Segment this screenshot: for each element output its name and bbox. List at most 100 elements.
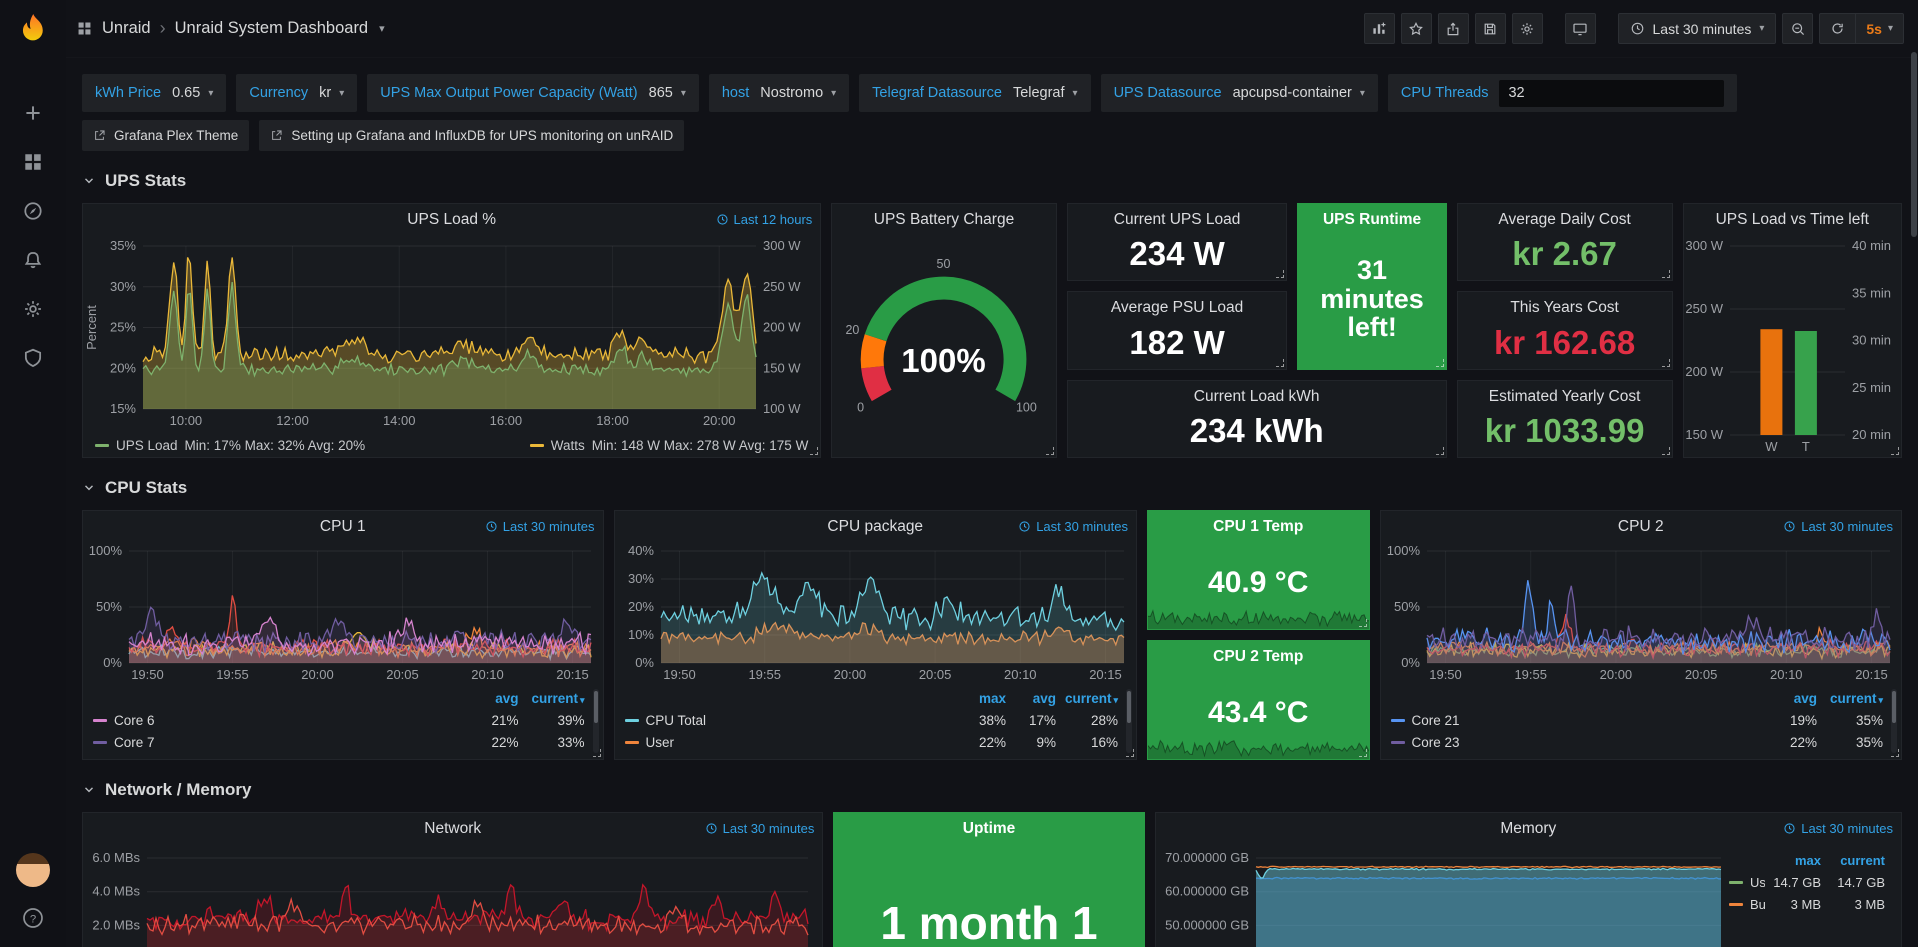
panel-time-range[interactable]: Last 30 minutes (1018, 519, 1128, 534)
panel-title[interactable]: UPS Load % (407, 211, 497, 228)
legend-scrollbar[interactable] (1891, 689, 1897, 753)
memory-chart[interactable]: 70.000000 GB 60.000000 GB 50.000000 GB (1156, 845, 1729, 947)
ups-load-chart[interactable]: 35% 30% 25% 20% 15% 300 W 250 W 200 W 150 W 100 W… (83, 236, 820, 433)
legend-header-current[interactable]: current ▾ (1064, 690, 1118, 706)
dashboards-icon[interactable] (0, 137, 66, 186)
refresh-button[interactable] (1820, 14, 1855, 43)
explore-icon[interactable] (0, 186, 66, 235)
ups-load-vs-time-chart[interactable]: 300 W 250 W 200 W 150 W 40 min 35 min 30 min 25… (1684, 236, 1901, 457)
top-navbar: Unraid › Unraid System Dashboard ▾ (66, 0, 1918, 58)
stat-title[interactable]: Estimated Yearly Cost (1488, 387, 1641, 405)
legend-header-avg[interactable]: avg (1793, 690, 1817, 706)
time-range-picker[interactable]: Last 30 minutes ▾ (1617, 13, 1777, 44)
panel-time-range[interactable]: Last 30 minutes (485, 519, 595, 534)
variable-label: UPS Datasource (1113, 85, 1222, 101)
panel-time-range[interactable]: Last 30 minutes (705, 821, 814, 836)
chevron-down-icon: ▾ (1359, 87, 1365, 99)
legend-header-current[interactable]: current ▾ (531, 690, 585, 706)
legend-series-watts[interactable]: Watts Min: 148 W Max: 278 W Avg: 175 W (529, 438, 808, 453)
legend-series[interactable]: Core 7 (93, 735, 463, 750)
cycle-view-button[interactable] (1564, 13, 1596, 44)
legend-header-avg[interactable]: avg (1032, 690, 1056, 706)
panel-title[interactable]: Network (424, 820, 482, 837)
stat-title[interactable]: CPU 2 Temp (1213, 648, 1304, 665)
stat-title[interactable]: Average Daily Cost (1498, 211, 1631, 228)
help-icon[interactable]: ? (18, 903, 48, 933)
legend-header-max[interactable]: max (1794, 852, 1821, 868)
legend-scrollbar[interactable] (1125, 689, 1132, 753)
panel-title[interactable]: UPS Load vs Time left (1715, 211, 1869, 228)
legend-series[interactable]: Core 23 (1390, 735, 1762, 750)
cpu-package-chart[interactable]: 40% 30% 20% 10% 0% 19:50 19:55 20:00 20:05 20:10 2… (615, 543, 1136, 685)
stat-title[interactable]: CPU 1 Temp (1213, 518, 1304, 535)
chevron-down-icon: ▾ (680, 87, 686, 99)
stat-title[interactable]: Current UPS Load (1113, 211, 1241, 228)
dashboard-settings-button[interactable] (1511, 13, 1543, 44)
stat-title[interactable]: This Years Cost (1510, 299, 1619, 317)
stat-title[interactable]: Uptime (962, 820, 1016, 837)
add-panel-button[interactable] (1363, 13, 1395, 44)
panel-title[interactable]: UPS Battery Charge (873, 211, 1015, 228)
link-grafana-plex-theme[interactable]: Grafana Plex Theme (82, 120, 250, 151)
svg-text:12:00: 12:00 (276, 413, 309, 428)
create-icon[interactable] (0, 88, 66, 137)
legend-series[interactable]: Buffered (1729, 897, 1765, 912)
grafana-logo[interactable] (13, 10, 53, 54)
nav-actions: Last 30 minutes ▾ 5s (1363, 13, 1904, 44)
star-button[interactable] (1400, 13, 1432, 44)
panel-time-range[interactable]: Last 30 minutes (1783, 821, 1893, 836)
link-ups-monitoring-guide[interactable]: Setting up Grafana and InfluxDB for UPS … (259, 120, 685, 151)
legend-row: Buffered 3 MB 3 MB (1729, 893, 1885, 915)
variable-ups-max-output[interactable]: UPS Max Output Power Capacity (Watt) 865… (367, 74, 699, 112)
share-button[interactable] (1437, 13, 1469, 44)
chevron-down-icon[interactable]: ▾ (379, 23, 385, 35)
scrollbar-thumb[interactable] (1911, 52, 1917, 237)
section-ups-stats[interactable]: UPS Stats (82, 171, 1902, 191)
legend-series[interactable]: Used (1729, 875, 1765, 890)
svg-text:20%: 20% (110, 360, 136, 375)
variable-telegraf-datasource[interactable]: Telegraf Datasource Telegraf ▾ (859, 74, 1091, 112)
panel-title[interactable]: Memory (1500, 820, 1557, 837)
configuration-icon[interactable] (0, 284, 66, 333)
zoom-out-button[interactable] (1782, 13, 1814, 44)
user-avatar[interactable] (16, 853, 50, 887)
legend-header-current[interactable]: current (1840, 852, 1885, 868)
legend-series[interactable]: Core 6 (93, 713, 463, 728)
clock-icon (1631, 22, 1643, 35)
cpu-threads-input[interactable] (1499, 79, 1725, 107)
legend-header-avg[interactable]: avg (495, 690, 519, 706)
breadcrumb-section[interactable]: Unraid (102, 19, 151, 37)
section-cpu-stats[interactable]: CPU Stats (82, 478, 1902, 498)
dashboard-title[interactable]: Unraid System Dashboard (174, 19, 369, 37)
variable-host[interactable]: host Nostromo ▾ (708, 74, 850, 112)
legend-header-max[interactable]: max (978, 690, 1006, 706)
legend-header-current[interactable]: current ▾ (1829, 690, 1883, 706)
scrollbar[interactable] (1910, 0, 1918, 947)
panel-time-range[interactable]: Last 30 minutes (1783, 519, 1893, 534)
stat-title[interactable]: Current Load kWh (1193, 387, 1320, 405)
server-admin-icon[interactable] (0, 333, 66, 382)
battery-charge-gauge[interactable]: 0 20 50 100 100% (832, 236, 1055, 457)
stat-title[interactable]: UPS Runtime (1322, 211, 1422, 228)
section-network-memory[interactable]: Network / Memory (82, 780, 1902, 800)
panel-title[interactable]: CPU package (827, 518, 924, 535)
refresh-interval-button[interactable]: 5s ▾ (1855, 14, 1903, 43)
panel-title[interactable]: CPU 1 (319, 518, 366, 535)
save-button[interactable] (1474, 13, 1506, 44)
variable-kwh-price[interactable]: kWh Price 0.65 ▾ (82, 74, 227, 112)
cpu1-chart[interactable]: 100% 50% 0% 19:50 19:55 20:00 20:05 20:10 20:15 (83, 543, 603, 685)
legend-series[interactable]: CPU Total (624, 713, 956, 728)
variable-currency[interactable]: Currency kr ▾ (236, 74, 358, 112)
panel-title[interactable]: CPU 2 (1617, 518, 1664, 535)
legend-scrollbar[interactable] (592, 689, 599, 753)
legend-series[interactable]: User (624, 735, 956, 750)
gear-icon (1521, 22, 1533, 35)
stat-title[interactable]: Average PSU Load (1110, 299, 1244, 317)
legend-series[interactable]: Core 21 (1390, 713, 1762, 728)
variable-ups-datasource[interactable]: UPS Datasource apcupsd-container ▾ (1100, 74, 1378, 112)
cpu2-chart[interactable]: 100% 50% 0% 19:50 19:55 20:00 20:05 20:10 20:15 (1381, 543, 1902, 685)
panel-time-range[interactable]: Last 12 hours (716, 212, 812, 227)
network-chart[interactable]: 6.0 MBs 4.0 MBs 2.0 MBs (83, 845, 822, 947)
legend-series-ups-load[interactable]: UPS Load Min: 17% Max: 32% Avg: 20% (95, 438, 365, 453)
alerting-icon[interactable] (0, 235, 66, 284)
